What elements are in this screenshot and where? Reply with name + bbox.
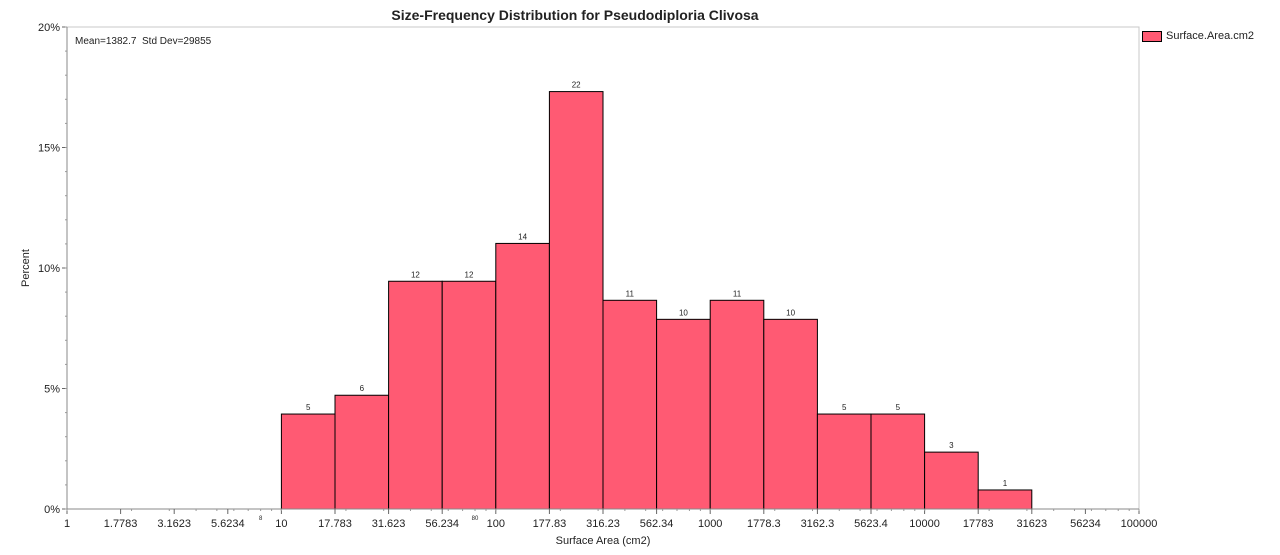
x-tick-label: 1000 [698,518,722,530]
bar-count-label: 5 [306,403,311,412]
y-tick-label: 10% [38,263,60,275]
bar-count-label: 14 [518,232,527,241]
histogram-bar [280,413,336,510]
y-tick-label: 20% [38,22,60,34]
legend-label: Surface.Area.cm2 [1166,30,1255,42]
bar-count-label: 11 [733,289,742,298]
x-tick-label: 177.83 [533,518,567,530]
x-tick-label: 3162.3 [801,518,835,530]
x-small-tick-label: 80 [472,516,479,522]
x-tick-label: 17783 [963,518,994,530]
x-tick-label: 31.623 [372,518,406,530]
x-axis-label: Surface Area (cm2) [556,535,651,547]
x-tick-label: 1.7783 [104,518,138,530]
x-tick-label: 56234 [1070,518,1101,530]
x-tick-label: 1 [64,518,70,530]
histogram-bar [548,91,604,510]
y-tick-label: 0% [44,504,60,516]
x-tick-label: 10 [275,518,287,530]
histogram-bar [870,413,926,510]
bar-count-label: 5 [896,403,901,412]
x-tick-label: 56.234 [425,518,459,530]
x-tick-label: 562.34 [640,518,674,530]
bar-count-label: 22 [572,81,581,90]
y-axis-label: Percent [20,249,32,287]
x-tick-label: 10000 [909,518,940,530]
x-tick-label: 100000 [1121,518,1158,530]
x-small-tick-label: 8 [259,516,263,522]
bar-count-label: 1 [1003,479,1008,488]
stats-annotation: Mean=1382.7 Std Dev=29855 [75,36,212,47]
histogram-bar [816,413,872,510]
histogram-bar [495,242,550,510]
x-tick-label: 316.23 [586,518,620,530]
histogram-bar [656,318,711,510]
chart-title: Size-Frequency Distribution for Pseudodi… [391,7,758,23]
histogram-bar [709,299,765,510]
bar-count-label: 10 [679,308,688,317]
bar-count-label: 12 [411,270,420,279]
bar-count-label: 3 [949,441,954,450]
histogram-bar [924,451,979,510]
histogram-bar [602,299,658,510]
bar-count-label: 12 [465,270,474,279]
bar-count-label: 5 [842,403,847,412]
bar-count-label: 10 [786,308,795,317]
legend: Surface.Area.cm2 [1142,30,1254,42]
x-tick-label: 100 [487,518,505,530]
y-tick-label: 15% [38,143,60,155]
bar-count-label: 11 [626,289,635,298]
histogram-bar [441,280,497,510]
x-tick-label: 3.1623 [157,518,191,530]
x-tick-label: 31623 [1017,518,1048,530]
x-tick-label: 1778.3 [747,518,781,530]
bar-count-label: 6 [360,384,365,393]
legend-swatch [1142,30,1162,42]
x-tick-label: 17.783 [318,518,352,530]
histogram-bar [977,489,1033,510]
y-tick-label: 5% [44,384,60,396]
histogram-bar [763,318,818,510]
histogram-bar [334,394,390,510]
x-tick-label: 5623.4 [854,518,888,530]
x-tick-label: 5.6234 [211,518,245,530]
histogram-bar [388,280,443,510]
